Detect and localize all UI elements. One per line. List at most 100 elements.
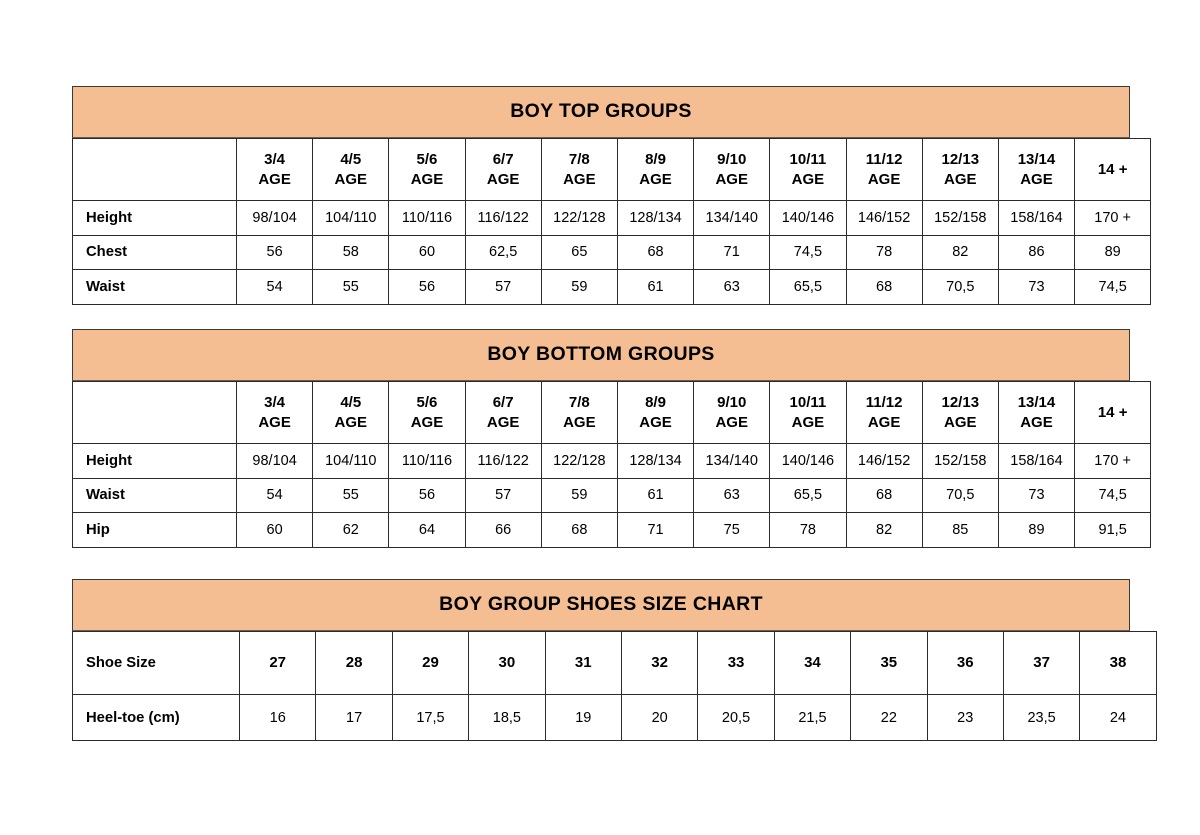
- table-cell: 134/140: [693, 443, 771, 479]
- table-cell: 116/122: [464, 443, 542, 479]
- column-size-label: 12/13: [941, 151, 980, 169]
- row-label: Height: [72, 443, 237, 479]
- column-header-cell: 12/13 AGE: [921, 138, 999, 201]
- table-cell: 23,5: [1002, 694, 1081, 741]
- column-size-label: 13/14: [1017, 394, 1056, 412]
- column-size-label: 4/5: [340, 151, 362, 169]
- column-header-cell: 10/11 AGE: [769, 381, 847, 444]
- boy-bottom-groups-title-band: BOY BOTTOM GROUPS: [72, 329, 1130, 381]
- table-cell: 66: [464, 512, 542, 548]
- column-header-cell: 7/8 AGE: [540, 138, 618, 201]
- table-cell: 22: [850, 694, 928, 741]
- table-cell: 91,5: [1074, 512, 1152, 548]
- column-size-label: 14 +: [1097, 403, 1128, 421]
- column-size-label: 11/12: [865, 151, 903, 169]
- row-label: Height: [72, 200, 237, 236]
- table-cell: 146/152: [845, 443, 923, 479]
- page-title: BOY GROUP SHOES SIZE CHART: [439, 593, 763, 616]
- table-cell: 28: [315, 631, 393, 695]
- table-cell: 54: [235, 269, 314, 305]
- column-size-label: 6/7: [492, 151, 514, 169]
- table-cell: 27: [238, 631, 317, 695]
- table-cell: 110/116: [388, 443, 466, 479]
- table-cell: 63: [693, 269, 771, 305]
- column-header-cell: 9/10 AGE: [693, 138, 771, 201]
- table-row: Height 98/104 104/110 110/116 116/122 12…: [72, 200, 1152, 236]
- column-unit-label: AGE: [867, 413, 901, 431]
- table-cell: 17: [315, 694, 393, 741]
- table-cell: 85: [921, 512, 999, 548]
- column-unit-label: AGE: [258, 413, 291, 431]
- table-cell: 17,5: [391, 694, 470, 741]
- column-size-label: 9/10: [717, 151, 747, 169]
- column-unit-label: AGE: [639, 170, 672, 188]
- table-cell: 73: [997, 477, 1076, 513]
- column-unit-label: AGE: [410, 413, 444, 431]
- table-cell: 68: [845, 269, 923, 305]
- table-cell: 61: [616, 269, 695, 305]
- table-cell: 56: [388, 269, 466, 305]
- column-unit-label: AGE: [639, 413, 672, 431]
- header-corner-cell: [72, 138, 237, 201]
- table-cell: 104/110: [312, 443, 390, 479]
- row-label: Waist: [72, 477, 237, 513]
- table-cell: 158/164: [997, 200, 1076, 236]
- column-size-label: 10/11: [789, 151, 827, 169]
- table-cell: 31: [544, 631, 622, 695]
- table-cell: 30: [468, 631, 546, 695]
- table-cell: 82: [921, 234, 999, 270]
- row-label: Shoe Size: [72, 631, 240, 695]
- column-header-cell: 11/12 AGE: [845, 381, 923, 444]
- table-cell: 56: [388, 477, 466, 513]
- column-header-cell: 7/8 AGE: [540, 381, 618, 444]
- table-cell: 146/152: [845, 200, 923, 236]
- table-cell: 71: [693, 234, 771, 270]
- column-unit-label: AGE: [867, 170, 901, 188]
- table-cell: 170 +: [1074, 200, 1152, 236]
- table-cell: 20: [620, 694, 699, 741]
- column-header-cell: 13/14 AGE: [997, 381, 1076, 444]
- table-cell: 24: [1079, 694, 1157, 741]
- table-cell: 122/128: [540, 443, 618, 479]
- column-size-label: 14 +: [1097, 160, 1128, 178]
- column-size-label: 8/9: [645, 394, 666, 412]
- table-cell: 63: [693, 477, 771, 513]
- table-cell: 65: [540, 234, 618, 270]
- column-unit-label: AGE: [410, 170, 444, 188]
- column-unit-label: AGE: [944, 413, 977, 431]
- column-size-label: 11/12: [865, 394, 903, 412]
- boy-top-groups-chart: BOY TOP GROUPS 3/4 AGE 4/5 AGE 5/6 AGE 6…: [72, 86, 1152, 305]
- row-label: Waist: [72, 269, 237, 305]
- column-size-label: 5/6: [416, 151, 438, 169]
- table-cell: 68: [845, 477, 923, 513]
- column-size-label: 4/5: [340, 394, 362, 412]
- boy-top-groups-title-band: BOY TOP GROUPS: [72, 86, 1130, 138]
- column-unit-label: AGE: [334, 413, 368, 431]
- table-cell: 128/134: [616, 200, 695, 236]
- table-cell: 55: [312, 269, 390, 305]
- boy-group-shoes-size-chart: BOY GROUP SHOES SIZE CHART Shoe Size 27 …: [72, 579, 1157, 741]
- column-header-cell: 13/14 AGE: [997, 138, 1076, 201]
- table-cell: 58: [312, 234, 390, 270]
- table-cell: 38: [1079, 631, 1157, 695]
- table-header-row: Shoe Size 27 28 29 30 31 32 33 34 35 36 …: [72, 631, 1157, 695]
- table-cell: 32: [620, 631, 699, 695]
- column-unit-label: AGE: [258, 170, 291, 188]
- table-cell: 62: [312, 512, 390, 548]
- table-cell: 56: [235, 234, 314, 270]
- column-header-cell: 6/7 AGE: [464, 381, 542, 444]
- boy-bottom-groups-table: 3/4 AGE 4/5 AGE 5/6 AGE 6/7 AGE 7/8 AG: [72, 381, 1152, 548]
- table-cell: 20,5: [697, 694, 775, 741]
- column-unit-label: AGE: [486, 413, 520, 431]
- column-header-cell: 10/11 AGE: [769, 138, 847, 201]
- boy-group-shoes-table: Shoe Size 27 28 29 30 31 32 33 34 35 36 …: [72, 631, 1157, 741]
- column-header-cell: 8/9 AGE: [616, 138, 695, 201]
- column-header-cell: 6/7 AGE: [464, 138, 542, 201]
- column-unit-label: AGE: [486, 170, 520, 188]
- column-header-cell: 3/4 AGE: [235, 138, 314, 201]
- table-cell: 59: [540, 477, 618, 513]
- table-cell: 65,5: [769, 477, 847, 513]
- table-cell: 158/164: [997, 443, 1076, 479]
- column-header-cell: 8/9 AGE: [616, 381, 695, 444]
- table-cell: 122/128: [540, 200, 618, 236]
